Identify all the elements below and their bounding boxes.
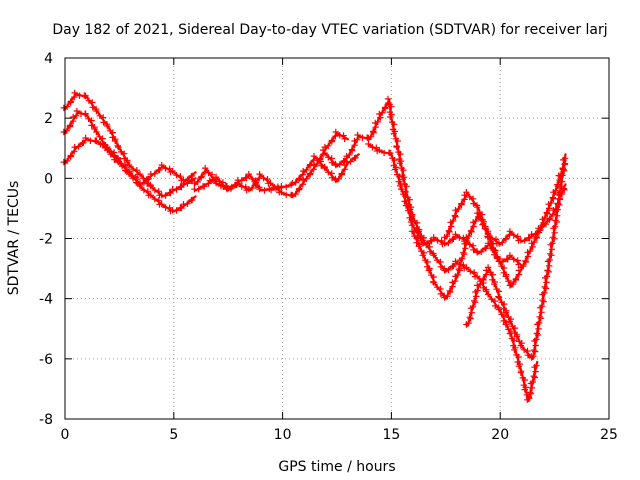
series-satellite-track-10 [463, 153, 569, 361]
series-satellite-track-5 [191, 152, 360, 194]
data-point-markers [441, 160, 569, 289]
data-series [60, 89, 569, 403]
plot-frame [64, 57, 610, 420]
series-satellite-track-1 [60, 89, 197, 199]
data-point-markers [60, 134, 196, 187]
x-axis-label: GPS time / hours [278, 459, 395, 475]
y-tick-label: -4 [39, 292, 53, 308]
x-tick-label: 10 [274, 427, 292, 443]
y-axis-label: SDTVAR / TECUs [6, 181, 22, 296]
series-satellite-track-9 [441, 159, 569, 289]
series-satellite-track-6 [321, 95, 540, 403]
x-tick-label: 25 [600, 427, 618, 443]
data-point-markers [191, 152, 359, 194]
y-tick-label: 2 [44, 111, 53, 127]
y-tick-label: -6 [39, 352, 53, 368]
chart-title: Day 182 of 2021, Sidereal Day-to-day VTE… [52, 22, 607, 38]
x-tick-label: 0 [61, 427, 70, 443]
y-tick-label: 4 [44, 51, 53, 67]
data-point-markers [408, 185, 568, 301]
data-point-markers [365, 140, 522, 268]
series-satellite-track-3 [60, 134, 197, 187]
x-tick-label: 5 [169, 427, 178, 443]
x-tick-label: 15 [382, 427, 400, 443]
data-point-markers [463, 155, 569, 361]
x-tick-label: 20 [491, 427, 509, 443]
y-tick-label: 0 [44, 171, 53, 187]
y-tick-label: -8 [39, 412, 53, 428]
series-line [368, 144, 524, 267]
series-satellite-track-7 [365, 140, 524, 268]
series-line [63, 92, 197, 198]
y-tick-label: -2 [39, 232, 53, 248]
series-line [63, 138, 197, 186]
